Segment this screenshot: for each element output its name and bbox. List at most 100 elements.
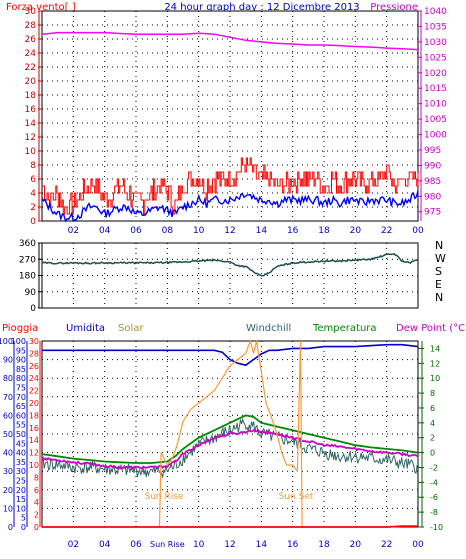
wind-pressure-series bbox=[41, 31, 420, 223]
time-tick-label: 22 bbox=[381, 226, 392, 236]
solar-tick-label: 16 bbox=[29, 424, 39, 433]
pressure-tick-label: 985 bbox=[424, 177, 441, 187]
pressure-tick-label: 995 bbox=[424, 146, 441, 156]
humidity-tick-label: 45 bbox=[16, 439, 26, 448]
humidity-series-line bbox=[42, 343, 419, 367]
temp-tick-label: 10 bbox=[430, 374, 440, 383]
temp-tick-label: -2 bbox=[430, 463, 438, 472]
temp-tick-label: 12 bbox=[430, 359, 440, 368]
temperature-series-line bbox=[41, 414, 419, 464]
wind-tick-label: 12 bbox=[25, 133, 36, 143]
wind-tick-label: 20 bbox=[25, 77, 37, 87]
wind-tick-label: 24 bbox=[25, 49, 37, 59]
direction-series-line bbox=[41, 252, 419, 277]
time-tick-label: 10 bbox=[193, 540, 205, 550]
time-tick-label: 02 bbox=[68, 226, 79, 236]
temp-tick-label: 4 bbox=[430, 419, 435, 428]
time-tick-label: 12 bbox=[224, 226, 235, 236]
pressure-tick-label: 1005 bbox=[424, 115, 447, 125]
solar-tick-label: 2 bbox=[34, 511, 39, 520]
wind-tick-label: 6 bbox=[30, 175, 36, 185]
time-tick-label: 04 bbox=[99, 540, 111, 550]
time-tick-label: 00 bbox=[412, 226, 424, 236]
temp-tick-label: -10 bbox=[430, 523, 443, 532]
humidity-tick-label: 100 bbox=[11, 337, 26, 346]
time-tick-label: 04 bbox=[99, 226, 111, 236]
pressure-tick-label: 1040 bbox=[424, 7, 447, 17]
sunset-annotation: Sun Set bbox=[279, 492, 314, 502]
solar-series-line bbox=[158, 338, 303, 528]
wind-tick-label: 8 bbox=[30, 161, 36, 171]
temp-tick-label: 0 bbox=[430, 449, 435, 458]
solar-tick-label: 28 bbox=[29, 349, 39, 358]
solar-tick-label: 20 bbox=[29, 399, 39, 408]
rain-series-line bbox=[42, 525, 418, 528]
temp-humidity-series bbox=[41, 338, 419, 528]
page-title: 24 hour graph day : 12 Dicembre 2013 bbox=[164, 2, 359, 13]
compass-letter: W bbox=[435, 252, 446, 265]
pressure-tick-label: 1030 bbox=[424, 38, 447, 48]
rain-tick-label: 10 bbox=[3, 504, 13, 513]
temp-tick-label: 6 bbox=[430, 404, 435, 413]
wind-tick-label: 0 bbox=[30, 217, 36, 227]
humidity-tick-label: 80 bbox=[16, 374, 26, 383]
wind-direction-series bbox=[41, 252, 419, 277]
solar-axis-label: Solar bbox=[118, 323, 144, 334]
rain-tick-label: 40 bbox=[3, 449, 13, 458]
rain-tick-label: 0 bbox=[8, 523, 13, 532]
pressure-axis-ticks: 975 980 985 990 995 1000 1005 1010 1015 1020 1025 1… bbox=[418, 7, 447, 221]
dewpoint-axis-label: Dew Point (°C) bbox=[396, 323, 466, 334]
time-tick-label: 18 bbox=[318, 540, 330, 550]
temp-tick-label: 2 bbox=[430, 434, 435, 443]
dewpoint-series-line bbox=[41, 428, 419, 470]
direction-tick-label: 90 bbox=[25, 288, 37, 298]
time-tick-label: 22 bbox=[381, 540, 392, 550]
humidity-tick-label: 70 bbox=[16, 393, 26, 402]
time-tick-label: 20 bbox=[350, 226, 362, 236]
rain-tick-label: 20 bbox=[3, 486, 13, 495]
humidity-tick-label: 50 bbox=[16, 430, 26, 439]
direction-tick-label: 0 bbox=[30, 304, 36, 314]
rain-tick-label: 30 bbox=[3, 467, 13, 476]
rain-tick-label: 50 bbox=[3, 430, 13, 439]
solar-tick-label: 6 bbox=[34, 486, 39, 495]
gust-series-line bbox=[42, 157, 420, 215]
solar-tick-label: 4 bbox=[34, 498, 39, 507]
time-axis-ticks-top: 02 04 06 08 10 12 14 16 18 20 22 00 bbox=[68, 226, 424, 236]
windchill-series-line bbox=[41, 417, 418, 478]
time-tick-label: 20 bbox=[350, 540, 362, 550]
time-tick-label: 08 bbox=[162, 226, 174, 236]
average-wind-series-line bbox=[41, 190, 419, 223]
solar-tick-label: 10 bbox=[29, 461, 39, 470]
wind-tick-label: 10 bbox=[25, 147, 37, 157]
humidity-tick-label: 30 bbox=[16, 467, 26, 476]
solar-tick-label: 26 bbox=[29, 362, 39, 371]
pressure-tick-label: 1010 bbox=[424, 100, 447, 110]
wind-tick-label: 22 bbox=[25, 63, 36, 73]
direction-tick-label: 270 bbox=[19, 255, 36, 265]
pressure-tick-label: 1025 bbox=[424, 53, 447, 63]
humidity-tick-label: 35 bbox=[16, 458, 26, 467]
humidity-tick-label: 25 bbox=[16, 477, 26, 486]
compass-letter: N bbox=[435, 239, 443, 252]
pressure-tick-label: 980 bbox=[424, 192, 441, 202]
compass-letter: N bbox=[435, 291, 443, 304]
humidity-tick-label: 65 bbox=[16, 402, 26, 411]
pressure-tick-label: 1015 bbox=[424, 84, 447, 94]
time-tick-label: 00 bbox=[412, 540, 424, 550]
rain-tick-label: 100 bbox=[0, 337, 13, 346]
pressure-tick-label: 975 bbox=[424, 208, 441, 218]
time-tick-label: 16 bbox=[287, 540, 299, 550]
humidity-axis-label: Umidita bbox=[66, 323, 105, 334]
wind-tick-label: 26 bbox=[25, 35, 37, 45]
compass-letter: E bbox=[435, 278, 442, 291]
temp-tick-label: 14 bbox=[430, 344, 440, 353]
humidity-tick-label: 40 bbox=[16, 449, 26, 458]
time-tick-label: 16 bbox=[287, 226, 299, 236]
wind-tick-label: 2 bbox=[30, 203, 36, 213]
solar-tick-label: 0 bbox=[34, 523, 39, 532]
humidity-tick-label: 5 bbox=[21, 514, 26, 523]
rain-tick-label: 90 bbox=[3, 356, 13, 365]
pressure-axis-label: Pressione bbox=[370, 2, 418, 13]
